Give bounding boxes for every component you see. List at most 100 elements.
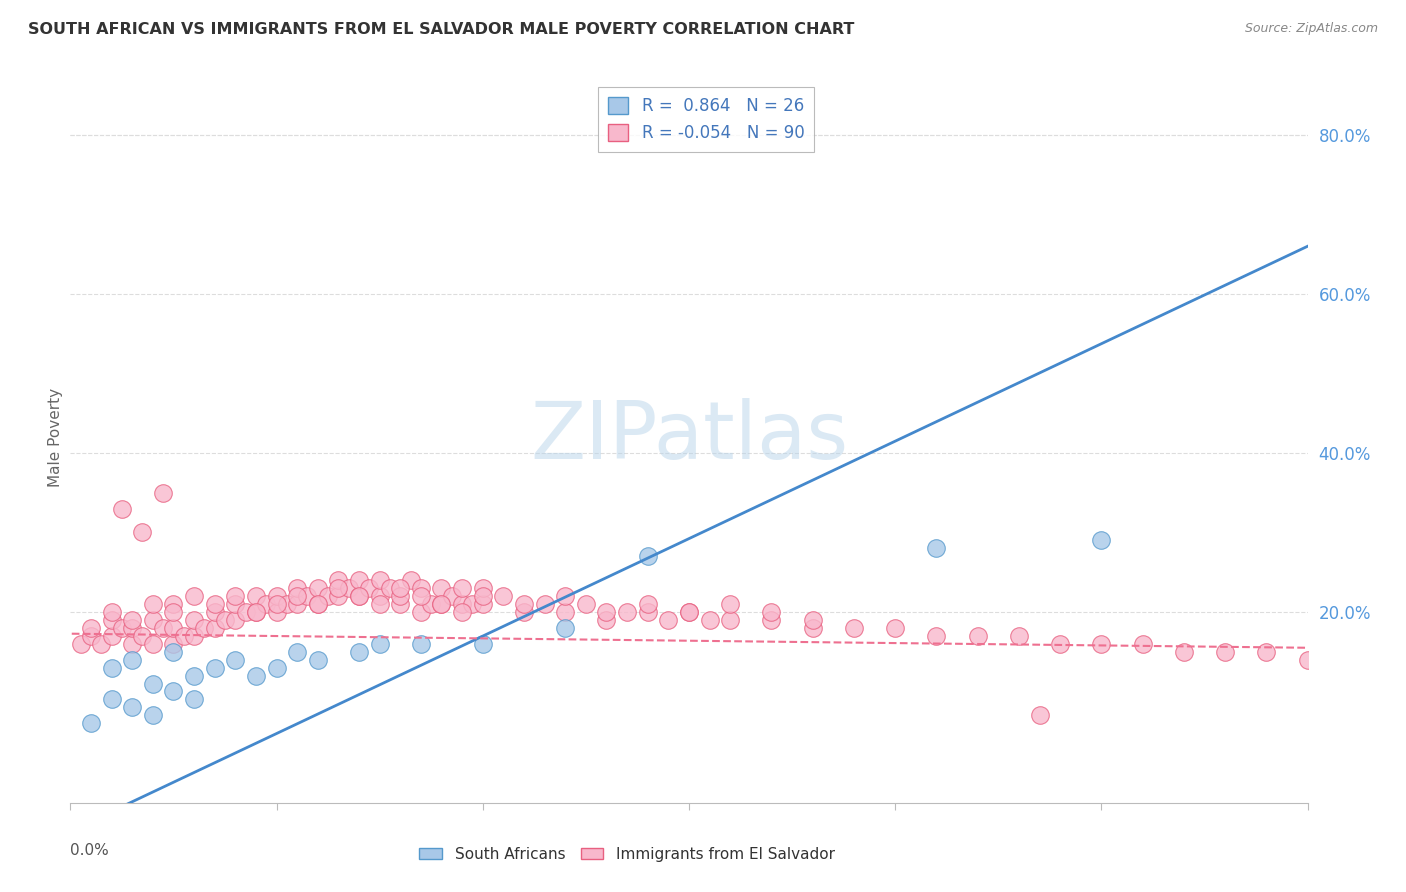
Point — [328, 581, 350, 595]
Point — [152, 485, 174, 500]
Point — [389, 597, 412, 611]
Point — [307, 653, 329, 667]
Point — [420, 597, 443, 611]
Point — [235, 605, 257, 619]
Legend: South Africans, Immigrants from El Salvador: South Africans, Immigrants from El Salva… — [413, 841, 841, 868]
Point — [245, 605, 267, 619]
Point — [409, 637, 432, 651]
Point — [1090, 637, 1112, 651]
Point — [224, 589, 246, 603]
Point — [100, 660, 122, 674]
Text: SOUTH AFRICAN VS IMMIGRANTS FROM EL SALVADOR MALE POVERTY CORRELATION CHART: SOUTH AFRICAN VS IMMIGRANTS FROM EL SALV… — [28, 22, 855, 37]
Point — [616, 605, 638, 619]
Point — [368, 637, 391, 651]
Point — [409, 605, 432, 619]
Point — [575, 597, 598, 611]
Point — [328, 589, 350, 603]
Point — [801, 621, 824, 635]
Point — [121, 653, 143, 667]
Point — [142, 676, 165, 690]
Point — [533, 597, 555, 611]
Point — [142, 613, 165, 627]
Point — [183, 613, 205, 627]
Point — [347, 589, 370, 603]
Point — [204, 621, 226, 635]
Point — [451, 605, 474, 619]
Point — [637, 597, 659, 611]
Point — [162, 645, 184, 659]
Point — [173, 629, 195, 643]
Point — [100, 613, 122, 627]
Point — [1028, 708, 1050, 723]
Point — [162, 605, 184, 619]
Point — [678, 605, 700, 619]
Point — [1213, 645, 1236, 659]
Point — [285, 597, 308, 611]
Point — [307, 597, 329, 611]
Point — [842, 621, 865, 635]
Point — [100, 605, 122, 619]
Point — [884, 621, 907, 635]
Point — [430, 597, 453, 611]
Point — [204, 597, 226, 611]
Point — [761, 613, 783, 627]
Point — [193, 621, 215, 635]
Point — [131, 525, 153, 540]
Point — [131, 629, 153, 643]
Point — [276, 597, 298, 611]
Point — [359, 581, 381, 595]
Point — [471, 581, 494, 595]
Point — [368, 597, 391, 611]
Point — [1049, 637, 1071, 651]
Point — [183, 589, 205, 603]
Point — [378, 581, 401, 595]
Point — [409, 589, 432, 603]
Point — [245, 605, 267, 619]
Point — [430, 581, 453, 595]
Point — [347, 573, 370, 587]
Point — [224, 613, 246, 627]
Point — [637, 605, 659, 619]
Point — [492, 589, 515, 603]
Point — [368, 573, 391, 587]
Point — [183, 668, 205, 682]
Point — [266, 597, 288, 611]
Point — [80, 716, 103, 731]
Point — [111, 501, 134, 516]
Point — [1296, 653, 1319, 667]
Point — [440, 589, 463, 603]
Point — [430, 597, 453, 611]
Point — [1008, 629, 1031, 643]
Point — [471, 589, 494, 603]
Point — [204, 605, 226, 619]
Point — [121, 700, 143, 714]
Text: 0.0%: 0.0% — [70, 843, 110, 858]
Y-axis label: Male Poverty: Male Poverty — [48, 387, 63, 487]
Point — [80, 621, 103, 635]
Point — [69, 637, 91, 651]
Point — [925, 541, 948, 556]
Point — [266, 589, 288, 603]
Point — [121, 637, 143, 651]
Point — [224, 597, 246, 611]
Point — [142, 597, 165, 611]
Point — [224, 653, 246, 667]
Point — [595, 605, 617, 619]
Point — [121, 613, 143, 627]
Point — [328, 573, 350, 587]
Point — [162, 637, 184, 651]
Point — [801, 613, 824, 627]
Point — [214, 613, 236, 627]
Point — [162, 684, 184, 698]
Point — [699, 613, 721, 627]
Point — [297, 589, 319, 603]
Point — [657, 613, 679, 627]
Point — [471, 637, 494, 651]
Point — [637, 549, 659, 564]
Point — [718, 597, 741, 611]
Point — [471, 597, 494, 611]
Point — [1256, 645, 1278, 659]
Point — [389, 589, 412, 603]
Point — [142, 708, 165, 723]
Point — [152, 621, 174, 635]
